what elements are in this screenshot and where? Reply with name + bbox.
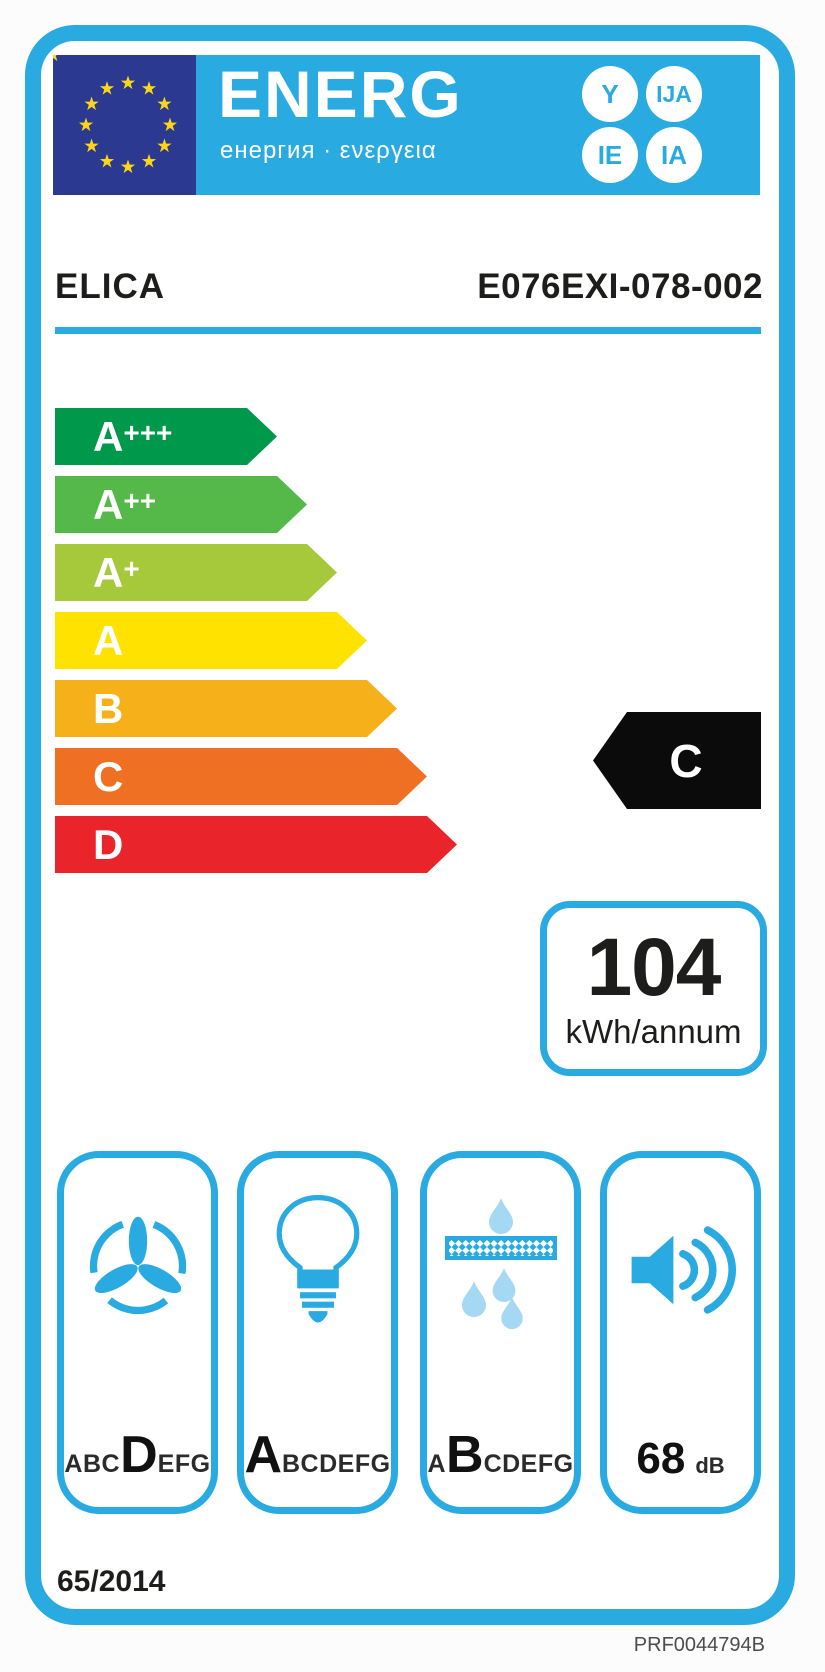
brand-name: ELICA <box>55 267 165 306</box>
assigned-class-pointer: C <box>593 712 761 809</box>
noise-value-row: 68 dB <box>607 1437 754 1481</box>
eu-flag <box>53 55 203 195</box>
fan-efficiency-grades: ABC D EFG <box>64 1426 211 1484</box>
energy-class-arrow-a: A <box>55 612 367 669</box>
lighting-efficiency-box: A BCDEFG <box>237 1151 398 1514</box>
energy-class-arrow-a-plus-plus-plus: A+++ <box>55 408 277 465</box>
model-number: E076EXI-078-002 <box>477 267 763 306</box>
energy-class-arrow-a-plus-plus: A++ <box>55 476 307 533</box>
eu-stars-icon <box>53 55 178 174</box>
energy-class-arrow-b: B <box>55 680 397 737</box>
noise-unit: dB <box>695 1453 725 1478</box>
energy-class-arrow-a-plus: A+ <box>55 544 337 601</box>
annual-consumption-value: 104 <box>586 921 722 1013</box>
noise-value: 68 <box>636 1434 686 1483</box>
grease-filtering-grades: A B CDEFG <box>427 1426 574 1484</box>
energy-logo-word: ENERG <box>218 57 463 131</box>
product-identity-row: ELICA E076EXI-078-002 <box>55 267 763 311</box>
regulation-reference: 65/2014 <box>57 1565 166 1598</box>
grease-filter-icon <box>444 1198 557 1330</box>
grease-filtering-box: A B CDEFG <box>420 1151 581 1514</box>
language-suffix-bubble-ia: IA <box>646 127 702 183</box>
speaker-icon <box>631 1226 736 1314</box>
language-suffix-bubble-ija: IJA <box>646 66 702 122</box>
energy-class-arrow-d: D <box>55 816 457 873</box>
lighting-efficiency-grades: A BCDEFG <box>244 1426 391 1484</box>
energy-logo-banner: ENERG енергия · ενεργεια Y IJA IE IA <box>196 55 760 195</box>
bulb-icon <box>276 1195 359 1323</box>
language-suffix-bubble-y: Y <box>582 66 638 122</box>
annual-consumption-box: 104 kWh/annum <box>540 901 767 1076</box>
energy-label: ENERG енергия · ενεργεια Y IJA IE IA ELI… <box>25 25 795 1625</box>
language-suffix-bubble-ie: IE <box>582 127 638 183</box>
energy-class-arrow-c: C <box>55 748 427 805</box>
divider-rule <box>55 327 761 334</box>
document-code: PRF0044794B <box>633 1634 765 1656</box>
lighting-grade: A <box>244 1426 282 1484</box>
assigned-class-letter: C <box>669 734 703 787</box>
fan-efficiency-box: ABC D EFG <box>57 1151 218 1514</box>
fan-icon <box>89 1216 186 1315</box>
grease-filtering-grade: B <box>446 1426 484 1484</box>
noise-box: 68 dB <box>600 1151 761 1514</box>
energy-logo-languages: енергия · ενεργεια <box>220 137 437 164</box>
fan-grade: D <box>120 1426 158 1484</box>
annual-consumption-unit: kWh/annum <box>565 1012 742 1050</box>
